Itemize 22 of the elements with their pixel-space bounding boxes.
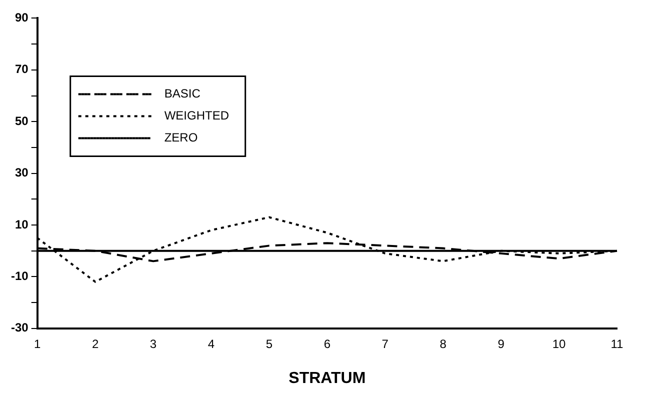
x-tick-label: 11 — [610, 336, 624, 351]
y-tick-label: 10 — [14, 217, 29, 232]
x-tick-label: 6 — [324, 336, 331, 351]
legend-label: BASIC — [164, 86, 201, 101]
y-tick-label: 70 — [14, 62, 29, 76]
y-tick-label: 30 — [14, 166, 29, 180]
legend-label: ZERO — [164, 130, 198, 145]
x-axis-title: STRATUM — [288, 370, 366, 387]
y-tick-label: 90 — [14, 10, 29, 25]
x-tick-label: 1 — [34, 336, 41, 351]
legend-label: WEIGHTED — [164, 108, 230, 123]
y-tick-label: 50 — [14, 114, 29, 128]
x-tick-label: 10 — [552, 336, 566, 351]
x-tick-label: 2 — [92, 336, 99, 351]
y-tick-label: -30 — [11, 320, 29, 335]
x-tick-label: 9 — [498, 336, 505, 351]
x-tick-label: 5 — [266, 336, 273, 351]
x-tick-label: 3 — [150, 336, 157, 351]
x-tick-label: 8 — [440, 336, 447, 351]
y-tick-label: -10 — [11, 269, 29, 284]
x-tick-label: 7 — [382, 336, 389, 351]
x-tick-label: 4 — [208, 336, 215, 351]
